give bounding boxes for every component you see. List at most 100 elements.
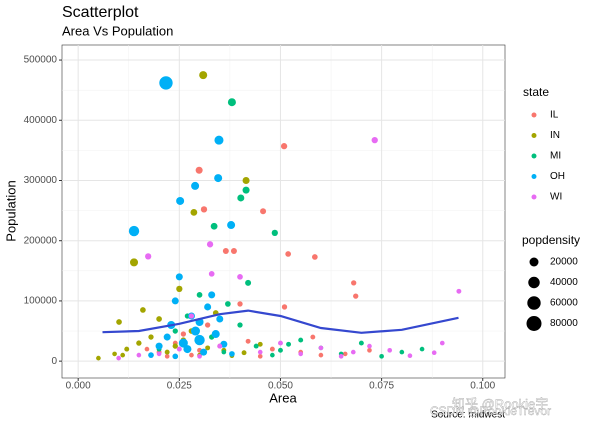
point xyxy=(270,352,275,358)
point xyxy=(116,355,121,361)
point xyxy=(257,349,263,355)
point xyxy=(367,347,372,353)
point xyxy=(222,247,229,254)
point xyxy=(253,343,259,349)
point xyxy=(439,340,445,346)
point xyxy=(120,352,126,358)
point xyxy=(156,316,162,322)
point xyxy=(245,279,252,286)
point xyxy=(200,348,208,356)
point xyxy=(230,247,237,254)
point xyxy=(371,136,378,144)
point xyxy=(237,273,243,280)
point xyxy=(96,355,101,361)
point xyxy=(298,351,304,357)
point xyxy=(176,285,183,293)
point xyxy=(172,328,178,334)
legend-marker xyxy=(531,133,537,138)
point xyxy=(407,353,413,359)
legend-label: IL xyxy=(550,110,559,121)
size-legend-marker xyxy=(528,276,540,289)
point xyxy=(217,343,223,349)
point xyxy=(367,343,372,349)
point xyxy=(379,354,384,359)
point xyxy=(116,319,122,325)
point xyxy=(206,241,214,248)
point xyxy=(229,351,235,357)
point xyxy=(310,334,316,340)
point xyxy=(200,206,208,213)
legend-marker xyxy=(531,194,537,200)
point xyxy=(342,351,348,357)
x-tick-label: 0.025 xyxy=(167,381,192,392)
point xyxy=(176,346,182,352)
point xyxy=(136,352,142,358)
point xyxy=(188,313,195,319)
point xyxy=(172,343,178,349)
point xyxy=(318,352,324,358)
point xyxy=(190,209,198,216)
size-legend-label: 20000 xyxy=(550,257,578,268)
point xyxy=(156,351,162,357)
size-legend-marker xyxy=(526,316,542,331)
point xyxy=(148,334,154,340)
point xyxy=(195,166,203,174)
legend-title: state xyxy=(523,85,549,99)
watermark: CSDN @RookieTrevor xyxy=(430,404,551,418)
point xyxy=(280,143,288,150)
point xyxy=(227,221,236,230)
point xyxy=(189,352,194,358)
point xyxy=(456,288,462,294)
point xyxy=(271,229,278,237)
y-tick-label: 200000 xyxy=(24,235,58,246)
x-axis-title: Area xyxy=(269,390,297,405)
point xyxy=(318,345,324,351)
plot-panel xyxy=(61,44,506,379)
point xyxy=(269,346,275,352)
size-legend-label: 60000 xyxy=(550,298,578,309)
point xyxy=(214,135,224,145)
point xyxy=(431,350,437,356)
point xyxy=(257,354,263,359)
size-legend-marker xyxy=(527,296,541,310)
x-tick-label: 0.075 xyxy=(369,381,394,392)
point xyxy=(164,354,170,359)
point xyxy=(128,225,140,237)
point xyxy=(210,222,218,230)
point xyxy=(338,354,344,359)
point xyxy=(130,258,139,267)
point xyxy=(136,340,142,346)
point xyxy=(237,301,243,307)
point xyxy=(281,304,288,310)
point xyxy=(204,322,211,328)
y-tick-label: 500000 xyxy=(24,55,58,66)
point xyxy=(227,98,236,107)
point xyxy=(124,346,130,352)
point xyxy=(205,345,211,351)
point xyxy=(358,340,364,346)
point xyxy=(214,174,223,183)
point xyxy=(163,333,171,341)
point xyxy=(159,76,173,90)
point xyxy=(164,349,170,355)
y-tick-label: 0 xyxy=(51,356,57,367)
point xyxy=(221,349,227,355)
y-tick-label: 100000 xyxy=(24,296,58,307)
chart-subtitle: Area Vs Population xyxy=(62,23,173,38)
point xyxy=(176,196,185,205)
point xyxy=(285,251,291,257)
point xyxy=(237,322,243,328)
x-tick-label: 0.000 xyxy=(66,381,91,392)
point xyxy=(353,293,359,299)
point xyxy=(419,346,425,352)
point xyxy=(225,301,231,307)
watermark: 知乎 @Rookie宇 xyxy=(452,396,548,411)
size-legend-label: 40000 xyxy=(550,277,578,288)
point xyxy=(140,307,146,313)
point xyxy=(183,345,192,354)
point xyxy=(208,291,216,299)
point xyxy=(175,273,183,281)
y-tick-label: 400000 xyxy=(24,115,58,126)
point xyxy=(191,326,201,336)
point xyxy=(257,341,263,347)
